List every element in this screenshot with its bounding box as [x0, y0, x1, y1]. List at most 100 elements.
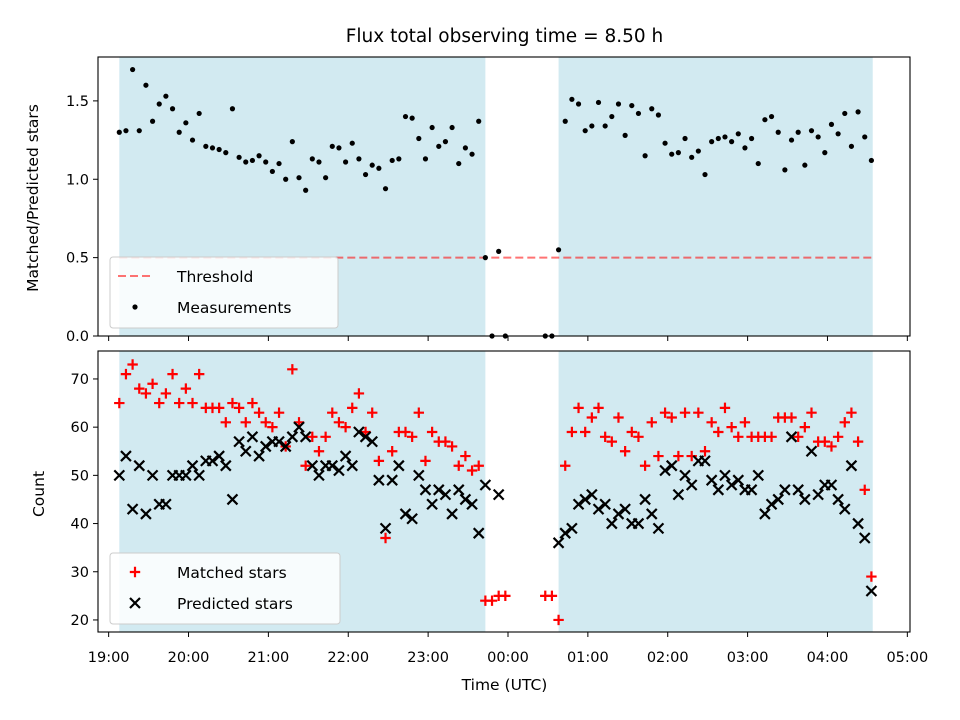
y-tick-label: 70	[71, 372, 89, 388]
measurement-point	[196, 110, 202, 117]
predicted-star-marker	[832, 493, 844, 506]
measurement-point	[795, 129, 801, 135]
measurement-point	[808, 128, 815, 134]
predicted-star-marker	[413, 469, 425, 482]
matched-star-marker	[586, 412, 598, 423]
predicted-star-marker	[612, 508, 625, 520]
matched-star-marker	[307, 431, 318, 442]
matched-star-marker	[713, 426, 724, 438]
measurement-point	[362, 171, 369, 178]
matched-star-marker	[859, 484, 870, 496]
measurement-point	[862, 134, 868, 140]
predicted-star-marker	[672, 488, 685, 501]
matched-star-marker	[573, 402, 584, 414]
measurement-point	[555, 247, 562, 253]
predicted-star-marker	[253, 450, 265, 462]
x-axis-label: Time (UTC)	[461, 676, 548, 694]
predicted-star-marker	[765, 498, 778, 511]
matched-star-marker	[406, 431, 418, 442]
matched-star-marker	[413, 407, 425, 418]
measurement-point	[609, 113, 615, 120]
legend-box	[109, 256, 339, 329]
predicted-star-marker	[273, 435, 285, 448]
matched-star-marker	[114, 397, 125, 409]
predicted-star-marker	[865, 585, 878, 597]
predicted-star-marker	[406, 512, 418, 525]
predicted-star-marker	[745, 484, 758, 496]
x-tick-label: 03:00	[727, 650, 769, 666]
measurement-point	[682, 135, 688, 142]
measurement-point	[356, 156, 362, 162]
measurement-point	[762, 117, 768, 123]
measurement-point	[669, 151, 675, 157]
x-tick-label: 21:00	[247, 650, 289, 666]
measurement-point	[815, 134, 821, 140]
matched-star-marker	[180, 383, 192, 394]
measurement-point	[715, 135, 721, 142]
predicted-star-marker	[399, 508, 412, 520]
matched-star-marker	[420, 455, 431, 467]
measurement-point	[436, 143, 442, 149]
predicted-star-marker	[845, 459, 858, 472]
predicted-star-marker	[293, 421, 305, 433]
y-tick-label: 1.0	[66, 172, 89, 188]
x-tick-label: 23:00	[407, 650, 449, 666]
measurement-point	[263, 159, 269, 165]
predicted-star-marker	[160, 498, 172, 511]
matched-star-marker	[380, 532, 391, 544]
predicted-star-marker	[779, 484, 791, 496]
matched-star-marker	[806, 407, 817, 418]
measurement-point	[675, 150, 681, 156]
measurement-point	[689, 154, 695, 160]
predicted-star-marker	[213, 450, 225, 462]
predicted-star-marker	[432, 484, 445, 496]
predicted-star-marker	[206, 455, 219, 467]
measurement-point	[163, 93, 169, 99]
matched-star-marker	[260, 417, 271, 428]
predicted-star-marker	[386, 474, 398, 486]
predicted-star-marker	[180, 469, 192, 482]
predicted-star-marker	[685, 479, 698, 491]
measurement-point	[303, 187, 309, 193]
predicted-star-marker	[472, 527, 485, 539]
matched-star-marker	[140, 388, 152, 399]
matched-star-marker	[386, 446, 398, 457]
legend-measurements-swatch	[132, 304, 138, 310]
y-tick-label: 60	[71, 420, 89, 436]
measurement-point	[329, 143, 335, 149]
matched-star-marker	[500, 590, 511, 602]
measurement-point	[336, 145, 342, 151]
predicted-star-marker	[313, 469, 325, 482]
matched-star-marker	[247, 397, 258, 409]
shaded-interval	[558, 57, 873, 336]
measurement-point	[695, 148, 701, 154]
measurement-point	[635, 110, 642, 117]
matched-star-marker	[826, 441, 837, 452]
predicted-star-marker	[705, 474, 718, 486]
measurement-point	[655, 112, 662, 118]
measurement-point	[482, 255, 488, 261]
measurement-point	[296, 175, 302, 181]
predicted-star-marker	[732, 474, 745, 486]
measurement-point	[868, 157, 874, 164]
predicted-star-marker	[586, 488, 598, 501]
predicted-star-marker	[186, 459, 199, 472]
matched-star-marker	[546, 590, 558, 602]
measurement-point	[349, 140, 355, 146]
measurement-point	[289, 139, 295, 145]
y-tick-label: 0.0	[66, 329, 89, 345]
predicted-star-marker	[659, 464, 671, 477]
measurement-point	[855, 109, 861, 115]
measurement-point	[143, 82, 149, 88]
predicted-star-marker	[133, 459, 146, 472]
predicted-star-marker	[126, 503, 139, 515]
predicted-star-marker	[858, 532, 871, 544]
predicted-star-marker	[552, 537, 565, 549]
top-panel: 0.0 0.5 1.0 1.5 Threshold Measurements	[66, 56, 911, 345]
matched-star-marker	[426, 426, 438, 438]
predicted-star-marker	[772, 493, 784, 506]
measurement-point	[496, 248, 502, 254]
matched-star-marker	[220, 417, 231, 428]
measurement-point	[782, 167, 788, 173]
measurement-point	[442, 139, 449, 145]
